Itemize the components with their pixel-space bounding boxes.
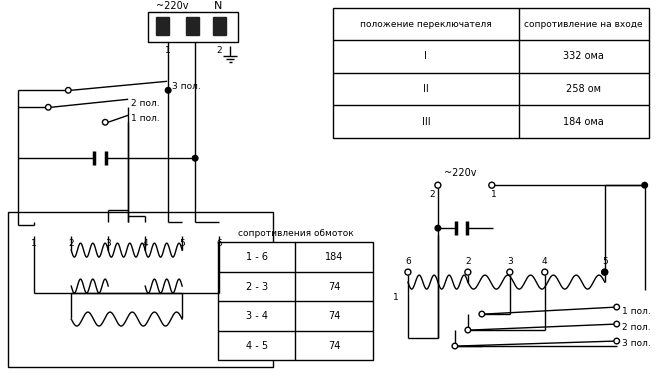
Circle shape	[642, 183, 647, 188]
Text: 3 - 4: 3 - 4	[246, 311, 267, 321]
Text: сопротивления обмоток: сопротивления обмоток	[238, 229, 353, 237]
Bar	[168, 224, 196, 234]
Bar	[333, 8, 649, 138]
Text: II: II	[423, 84, 429, 94]
Text: 2: 2	[465, 257, 471, 266]
Text: 2: 2	[216, 46, 222, 55]
Text: положение переключателя: положение переключателя	[360, 20, 492, 29]
Bar	[20, 224, 48, 234]
Text: 6: 6	[405, 257, 411, 266]
Circle shape	[465, 269, 471, 275]
Text: 5: 5	[180, 239, 185, 248]
Bar	[148, 12, 238, 42]
Text: 3 пол.: 3 пол.	[172, 82, 201, 91]
Text: 2 пол.: 2 пол.	[622, 322, 650, 331]
Text: 74: 74	[328, 282, 340, 292]
Bar	[186, 17, 199, 36]
Text: 2: 2	[69, 239, 74, 248]
Circle shape	[405, 269, 411, 275]
Circle shape	[452, 343, 457, 349]
Bar	[205, 224, 233, 234]
Text: 2: 2	[429, 190, 435, 199]
Text: 6: 6	[216, 239, 222, 248]
Bar	[131, 224, 159, 234]
Circle shape	[65, 88, 71, 93]
Text: 258 ом: 258 ом	[566, 84, 601, 94]
Text: ~220v: ~220v	[156, 1, 188, 11]
Text: 2 пол.: 2 пол.	[131, 99, 160, 108]
Text: 74: 74	[328, 311, 340, 321]
Text: 1: 1	[393, 292, 399, 301]
Text: 184 ома: 184 ома	[564, 117, 604, 127]
Text: 1 - 6: 1 - 6	[246, 252, 267, 262]
Text: 1: 1	[165, 46, 171, 55]
Text: III: III	[422, 117, 430, 127]
Text: 74: 74	[328, 341, 340, 350]
Text: 3: 3	[507, 257, 513, 266]
Circle shape	[479, 311, 484, 317]
Circle shape	[614, 338, 620, 344]
Circle shape	[465, 327, 471, 333]
Text: 1: 1	[32, 239, 37, 248]
Text: 4 - 5: 4 - 5	[246, 341, 268, 350]
Circle shape	[489, 182, 495, 188]
Text: 4: 4	[542, 257, 548, 266]
Circle shape	[542, 269, 548, 275]
Text: 184: 184	[325, 252, 343, 262]
Bar	[218, 242, 373, 360]
Bar	[156, 17, 169, 36]
Text: 1 пол.: 1 пол.	[622, 307, 651, 316]
Text: 1 пол.: 1 пол.	[131, 114, 160, 123]
Circle shape	[166, 88, 171, 93]
Circle shape	[602, 269, 608, 275]
Circle shape	[614, 321, 620, 327]
Circle shape	[602, 269, 607, 275]
Text: 332 ома: 332 ома	[563, 51, 604, 61]
Bar	[94, 224, 122, 234]
Bar	[16, 222, 246, 236]
Text: сопротивление на входе: сопротивление на входе	[525, 20, 643, 29]
Circle shape	[614, 304, 620, 310]
Text: 1: 1	[491, 190, 497, 199]
Circle shape	[435, 226, 441, 231]
Text: 4: 4	[143, 239, 148, 248]
Text: 5: 5	[602, 257, 608, 266]
Bar	[213, 17, 226, 36]
Text: I: I	[424, 51, 427, 61]
Circle shape	[102, 119, 108, 125]
Text: ~220v: ~220v	[444, 168, 476, 178]
Text: 2 - 3: 2 - 3	[246, 282, 268, 292]
Bar	[57, 224, 85, 234]
Circle shape	[435, 182, 441, 188]
Text: N: N	[214, 1, 222, 11]
Circle shape	[46, 104, 51, 110]
Bar	[9, 212, 273, 367]
Circle shape	[192, 156, 198, 161]
Circle shape	[507, 269, 513, 275]
Text: 3 пол.: 3 пол.	[622, 338, 651, 347]
Text: 3: 3	[106, 239, 111, 248]
